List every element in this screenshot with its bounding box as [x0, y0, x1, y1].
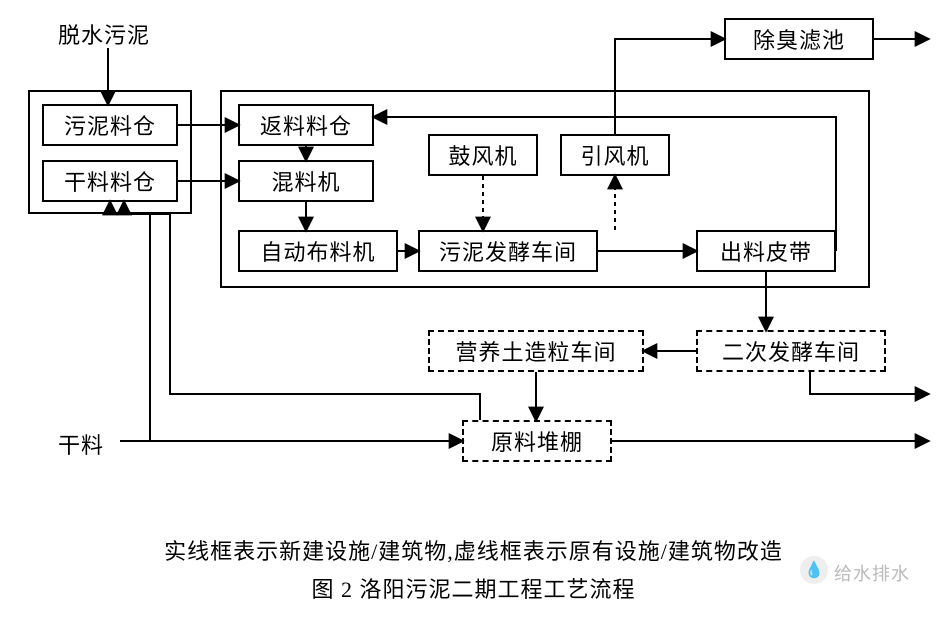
edge-e10 [615, 39, 724, 134]
watermark-text: 给水排水 [834, 560, 910, 586]
edge-e17 [810, 372, 928, 394]
edge-e20 [124, 202, 480, 420]
edge-e18 [374, 117, 836, 251]
edge-e19 [110, 202, 150, 441]
watermark-icon: 💧 [800, 556, 828, 584]
edges-layer [0, 0, 947, 510]
diagram-canvas: 脱水污泥 干料 污泥料仓 干料料仓 返料料仓 混料机 自动布料机 鼓风机 引风机… [0, 0, 947, 633]
